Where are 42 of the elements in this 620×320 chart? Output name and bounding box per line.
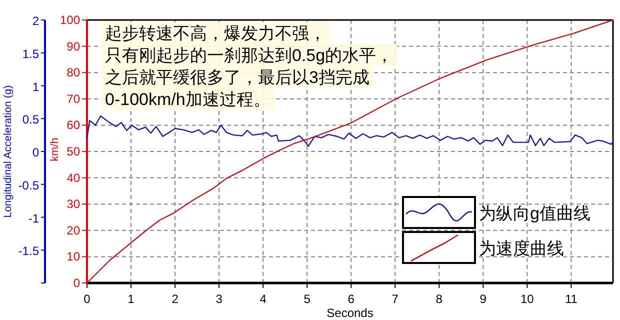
legend-label: 为速度曲线 — [479, 239, 564, 258]
y2-tick-label: 0 — [32, 146, 40, 160]
y-tick-label: 0 — [73, 276, 80, 290]
x-tick-label: 4 — [260, 292, 267, 306]
y2-tick-label: 1 — [32, 80, 40, 94]
y2-tick-label: 0.5 — [22, 112, 40, 127]
x-tick-label: 8 — [436, 292, 443, 306]
y-tick-label: 30 — [66, 197, 80, 212]
y-tick-label: 20 — [66, 223, 80, 238]
annotation: 起步转速不高，爆发力不强， — [105, 24, 326, 43]
y2-tick-label: 2 — [32, 14, 40, 28]
x-tick-label: 6 — [348, 292, 355, 306]
y-tick-label: 60 — [66, 118, 80, 132]
y2-tick-label: -0.5 — [18, 178, 40, 192]
annotation: 只有刚起步的一刹那达到0.5g的水平， — [105, 46, 394, 65]
x-tick-label: 7 — [392, 292, 399, 306]
y2-tick-label: -1 — [28, 211, 40, 226]
legend-label: 为纵向g值曲线 — [479, 204, 590, 223]
annotation: 0-100km/h加速过程。 — [105, 90, 270, 109]
line-series — [86, 115, 614, 147]
x-tick-label: 11 — [564, 292, 578, 306]
x-tick-label: 3 — [216, 292, 223, 306]
x-tick-label: 2 — [172, 292, 179, 306]
y2-tick-label: 1.5 — [22, 46, 40, 61]
y-tick-label: 50 — [66, 144, 80, 158]
line-series — [86, 19, 614, 284]
y2-tick-label: -1.5 — [18, 244, 40, 258]
y-tick-label: 70 — [66, 92, 80, 106]
y-axis-title: km/h — [49, 138, 61, 162]
x-tick-label: 9 — [480, 292, 487, 306]
x-tick-label: 1 — [128, 292, 135, 306]
y-tick-label: 100 — [60, 13, 80, 27]
annotation: 之后就平缓很多了，最后以3挡完成 — [105, 68, 370, 87]
y-tick-label: 90 — [66, 39, 80, 54]
x-tick-label: 5 — [304, 292, 311, 306]
y2-axis-title: Longitudinal Acceleration (g) — [2, 85, 14, 218]
x-tick-label: 0 — [84, 292, 91, 306]
x-tick-label: 10 — [520, 292, 534, 306]
y-tick-label: 80 — [66, 66, 80, 80]
x-axis-title: Seconds — [326, 306, 374, 320]
y-tick-label: 10 — [66, 250, 80, 264]
y-tick-label: 40 — [66, 170, 80, 185]
